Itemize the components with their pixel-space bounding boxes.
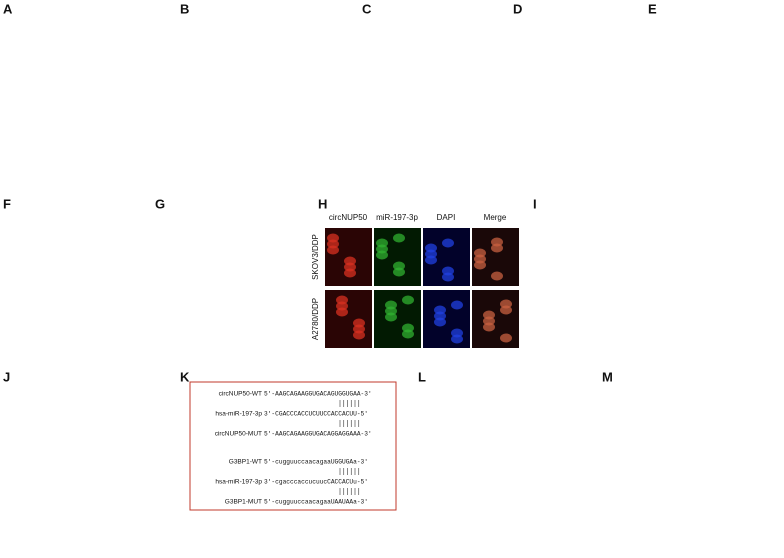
sequence: 5'-cugguuccaacagaaUGGUGAa-3' [264,459,368,466]
panel-letter: F [3,196,11,211]
panel-letter: G [155,196,165,211]
cell [393,267,405,277]
column-label: Merge [484,213,507,222]
column-label: miR-197-3p [376,213,418,222]
sequence-name: G3BP1-WT [229,459,262,466]
cell [385,312,397,322]
cell [442,238,454,248]
sequence-name: circNUP50-WT [219,391,262,398]
micrograph [325,290,372,348]
cell [442,272,454,282]
sequence: 3'-cgacccaccucuucCACCACUu-5' [264,479,368,486]
panel-letter: C [362,1,372,16]
panel-letter: E [648,1,657,16]
cell [402,329,414,339]
row-label: A2780/DDP [311,298,320,340]
panel-letter: I [533,196,537,211]
sequence: 3'-CGACCCACCUCUUCCACCACUU-5' [264,411,368,418]
panel-letter: B [180,1,189,16]
cell [500,305,512,315]
sequence-name: hsa-miR-197-3p [215,411,262,418]
cell [327,245,339,255]
micrograph [374,290,421,348]
row-label: SKOV3/DDP [311,234,320,280]
cell [451,300,463,310]
column-label: DAPI [437,213,456,222]
panel-letter: D [513,1,522,16]
cell [483,322,495,332]
panel-letter: K [180,369,190,384]
cell [402,295,414,305]
panel-letter: A [3,1,13,16]
column-label: circNUP50 [329,213,368,222]
panel-letter: L [418,369,426,384]
sequence: 5'-AAGCAGAAGGUGACAGGAGGAAA-3' [264,431,372,438]
sequence: 5'-AAGCAGAAGGUGACAGUGGUGAA-3' [264,391,372,398]
cell [376,250,388,260]
cell [393,233,405,243]
cell [491,243,503,253]
sequence-name: hsa-miR-197-3p [215,479,262,486]
cell [425,255,437,265]
cell [434,317,446,327]
panel-letter: M [602,369,613,384]
cell [353,330,365,340]
panel-letter: H [318,196,327,211]
cell [336,307,348,317]
cell [451,334,463,344]
sequence-box [189,381,397,511]
cell [474,260,486,270]
cell [344,268,356,278]
panel-letter: J [3,369,10,384]
cell [500,333,512,343]
sequence-name: G3BP1-MUT [225,499,262,506]
micrograph [472,290,519,348]
sequence: 5'-cugguuccaacagaaUAAUAAa-3' [264,499,368,506]
cell [491,271,503,281]
sequence-name: circNUP50-MUT [215,431,262,438]
